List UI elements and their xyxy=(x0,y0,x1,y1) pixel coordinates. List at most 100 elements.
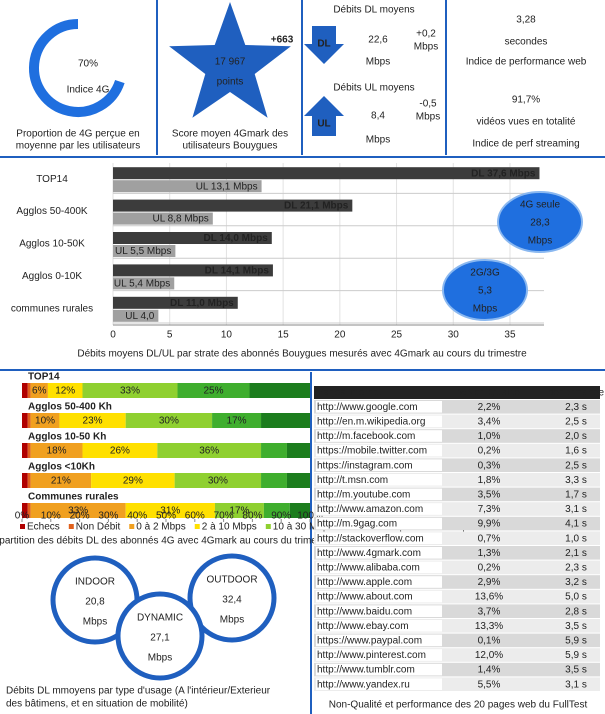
table-cell: 5,9 s xyxy=(565,650,587,661)
table-cell: 3,1 s xyxy=(565,679,587,690)
bar-segment xyxy=(22,443,28,458)
kpi-label: Indice 4G xyxy=(67,85,110,96)
bar-segment xyxy=(22,383,28,398)
table-cell: 2,5 s xyxy=(565,417,587,428)
table-cell: 4,1 s xyxy=(565,519,587,530)
table-cell: 13,3% xyxy=(475,621,503,632)
value-label: UL 4,0 xyxy=(125,311,155,322)
arrow-label: UL xyxy=(317,119,330,130)
table-cell: 2,3 s xyxy=(565,563,587,574)
table-cell: http://www.alibaba.com xyxy=(317,563,420,574)
table-cell: 1,4% xyxy=(478,665,501,676)
kpi-unit: points xyxy=(217,77,244,88)
value-label: DL 11,0 Mbps xyxy=(170,298,234,309)
legend-label: 10 à 30 Mbps xyxy=(273,522,334,533)
table-cell-bg xyxy=(316,415,442,428)
usage-label: INDOOR xyxy=(75,577,115,588)
bar xyxy=(113,264,273,277)
dynamic-layer: 0 5 10 15 20 25 30 35 TOP14 DL 37,6 Mbps UL 13,1 M… xyxy=(11,19,605,691)
bar-segment xyxy=(47,383,83,398)
kpi-value: 8,4 xyxy=(371,111,385,122)
legend-label: Echecs xyxy=(27,522,60,533)
table-cell: http://www.ebay.com xyxy=(317,621,409,632)
table-cell: 0,2% xyxy=(478,563,501,574)
kpi-value: 22,6 xyxy=(368,35,388,46)
bar-segment xyxy=(27,443,31,458)
ul-arrow xyxy=(304,96,344,136)
bar-segment xyxy=(30,383,48,398)
table-header-bg xyxy=(314,386,600,399)
y-tick-label: Agglos 0-10K xyxy=(22,271,82,282)
bar-segment xyxy=(261,413,310,428)
kpi-value: 17 967 xyxy=(215,57,246,68)
table-cell-bg xyxy=(316,605,442,617)
bar-segment xyxy=(212,413,262,428)
x-tick-label: 50% xyxy=(156,511,176,522)
bar-segment xyxy=(22,413,28,428)
bubble-value: 5,3 xyxy=(478,286,492,297)
table-cell: 0,7% xyxy=(478,533,501,544)
bar-segment xyxy=(125,503,215,518)
kpi-unit: Mbps xyxy=(366,135,390,146)
bar-segment xyxy=(261,443,287,458)
table-header: %Non-Qualité xyxy=(458,388,521,399)
x-tick-label: 70% xyxy=(214,511,234,522)
category-label: Agglos <10Kh xyxy=(28,462,95,473)
table-cell: http://www.4gmark.com xyxy=(317,548,421,559)
usage-value: 27,1 xyxy=(150,633,170,644)
bar-segment xyxy=(249,383,310,398)
table-cell-bg xyxy=(316,576,442,588)
usage-value: 32,4 xyxy=(222,595,242,606)
table-cell: http://www.pinterest.com xyxy=(317,650,426,661)
value-label: DL 21,1 Mbps xyxy=(284,201,349,212)
kpi-unit: secondes xyxy=(505,37,548,48)
table-cell: 5,9 s xyxy=(565,636,587,647)
segment-label: 17% xyxy=(227,416,247,427)
table-cell-bg xyxy=(316,459,442,471)
segment-label: 17% xyxy=(229,506,249,517)
table-cell: https://www.paypal.com xyxy=(317,636,422,647)
kpi-delta-unit: Mbps xyxy=(414,42,438,53)
table-cell: http://t.msn.com xyxy=(317,475,388,486)
table-cell: http://www.yandex.ru xyxy=(317,679,410,690)
legend-label: 2 à 10 Mbps xyxy=(202,522,257,533)
bubble-label: 2G/3G xyxy=(470,268,500,279)
bar-segment xyxy=(22,473,28,488)
table-cell: 2,2% xyxy=(478,402,501,413)
table-cell: 3,4% xyxy=(478,417,501,428)
legend-swatch xyxy=(20,524,25,529)
kpi-unit: Mbps xyxy=(366,57,390,68)
x-tick-label: 0% xyxy=(15,511,30,522)
table-cell-bg xyxy=(316,401,442,413)
chart-caption: Débits moyens DL/UL par strate des abonn… xyxy=(77,349,527,360)
kpi-delta: -0,5 xyxy=(419,99,437,110)
table-cell-bg xyxy=(316,532,442,544)
table-cell-bg xyxy=(316,634,442,647)
usage-label: DYNAMIC xyxy=(137,613,183,624)
table-cell: 13,6% xyxy=(475,592,503,603)
segment-label: 18% xyxy=(47,446,67,457)
value-label: DL 37,6 Mbps xyxy=(471,168,536,179)
y-tick-label: TOP14 xyxy=(36,174,68,185)
x-tick-label: 30% xyxy=(98,511,118,522)
table-cell-bg xyxy=(316,561,442,574)
table-cell: http://www.baidu.com xyxy=(317,606,412,617)
value-label: UL 8,8 Mbps xyxy=(152,214,208,225)
bar-segment xyxy=(91,473,175,488)
legend-swatch xyxy=(265,524,271,529)
table-cell: 5,0 s xyxy=(565,592,587,603)
segment-label: 6% xyxy=(32,386,47,397)
bar-segment xyxy=(30,443,83,458)
table-cell-bg xyxy=(316,517,442,530)
bubble xyxy=(442,259,528,321)
segment-label: 31% xyxy=(160,506,180,517)
table-cell: 2,3 s xyxy=(565,402,587,413)
table-cell: 0,1% xyxy=(478,636,501,647)
kpi-title: Débits DL moyens xyxy=(333,5,414,16)
x-tick-label: 35 xyxy=(504,330,516,341)
table-cell: https://instagram.com xyxy=(317,460,413,471)
bar-segment xyxy=(286,473,310,488)
table-cell: 7,3% xyxy=(478,504,501,515)
kpi-value: 70% xyxy=(78,59,98,70)
table-caption: Non-Qualité et performance des 20 pages … xyxy=(329,700,588,711)
